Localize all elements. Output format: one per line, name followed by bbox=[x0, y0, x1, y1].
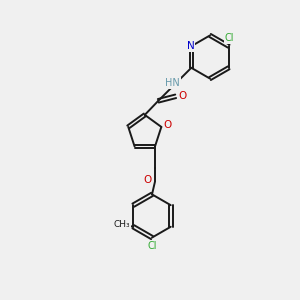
Text: Cl: Cl bbox=[147, 241, 157, 251]
Text: HN: HN bbox=[165, 78, 180, 88]
Text: CH₃: CH₃ bbox=[114, 220, 130, 229]
Text: O: O bbox=[143, 175, 152, 185]
Text: O: O bbox=[178, 91, 186, 101]
Text: N: N bbox=[187, 41, 195, 51]
Text: O: O bbox=[164, 120, 172, 130]
Text: Cl: Cl bbox=[225, 33, 234, 43]
